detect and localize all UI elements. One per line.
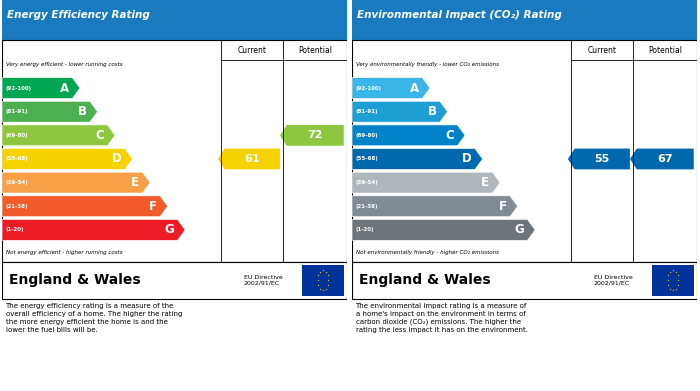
Polygon shape — [630, 149, 694, 169]
Text: A: A — [60, 82, 69, 95]
Text: The energy efficiency rating is a measure of the
overall efficiency of a home. T: The energy efficiency rating is a measur… — [6, 303, 182, 333]
Bar — [652, 265, 694, 296]
Polygon shape — [2, 78, 80, 99]
Polygon shape — [2, 219, 185, 240]
Text: Energy Efficiency Rating: Energy Efficiency Rating — [7, 10, 150, 20]
Polygon shape — [352, 149, 482, 169]
Polygon shape — [352, 125, 465, 146]
Text: (39-54): (39-54) — [356, 180, 378, 185]
Text: (55-68): (55-68) — [356, 156, 378, 161]
Text: England & Wales: England & Wales — [359, 273, 491, 287]
Text: (92-100): (92-100) — [356, 86, 382, 91]
Polygon shape — [2, 101, 97, 122]
Polygon shape — [2, 196, 167, 217]
Text: F: F — [498, 200, 507, 213]
Polygon shape — [568, 149, 630, 169]
Text: (81-91): (81-91) — [6, 109, 28, 114]
Text: E: E — [481, 176, 489, 189]
Polygon shape — [352, 196, 517, 217]
Polygon shape — [2, 125, 115, 146]
Text: Very environmentally friendly - lower CO₂ emissions: Very environmentally friendly - lower CO… — [356, 62, 498, 67]
Text: D: D — [462, 152, 471, 165]
Text: Very energy efficient - lower running costs: Very energy efficient - lower running co… — [6, 62, 122, 67]
Bar — [2, 0, 347, 40]
Text: Current: Current — [588, 46, 617, 55]
Text: Potential: Potential — [298, 46, 332, 55]
Text: D: D — [112, 152, 121, 165]
Text: A: A — [410, 82, 419, 95]
Text: (21-38): (21-38) — [6, 204, 28, 209]
Text: 72: 72 — [307, 130, 323, 140]
Text: (69-80): (69-80) — [356, 133, 378, 138]
Bar — [352, 0, 697, 40]
Text: E: E — [131, 176, 139, 189]
Polygon shape — [352, 219, 535, 240]
Bar — [2, 40, 347, 262]
Text: (92-100): (92-100) — [6, 86, 32, 91]
Text: F: F — [148, 200, 157, 213]
Text: EU Directive
2002/91/EC: EU Directive 2002/91/EC — [594, 275, 632, 286]
Bar — [302, 265, 344, 296]
Text: (1-20): (1-20) — [6, 228, 24, 232]
Text: The environmental impact rating is a measure of
a home's impact on the environme: The environmental impact rating is a mea… — [356, 303, 528, 334]
Text: (39-54): (39-54) — [6, 180, 28, 185]
Text: B: B — [78, 105, 86, 118]
Text: 61: 61 — [244, 154, 260, 164]
Polygon shape — [2, 149, 132, 169]
Text: (1-20): (1-20) — [356, 228, 374, 232]
Text: G: G — [514, 223, 524, 237]
Polygon shape — [218, 149, 280, 169]
Text: 55: 55 — [595, 154, 610, 164]
Text: Current: Current — [238, 46, 267, 55]
Text: EU Directive
2002/91/EC: EU Directive 2002/91/EC — [244, 275, 282, 286]
Text: 67: 67 — [657, 154, 673, 164]
Text: (55-68): (55-68) — [6, 156, 28, 161]
Text: B: B — [428, 105, 436, 118]
Text: (21-38): (21-38) — [356, 204, 378, 209]
Bar — [2, 262, 347, 299]
Text: Not environmentally friendly - higher CO₂ emissions: Not environmentally friendly - higher CO… — [356, 250, 498, 255]
Polygon shape — [2, 172, 150, 193]
Text: (69-80): (69-80) — [6, 133, 28, 138]
Polygon shape — [280, 125, 344, 146]
Text: England & Wales: England & Wales — [9, 273, 141, 287]
Polygon shape — [352, 172, 500, 193]
Text: Environmental Impact (CO₂) Rating: Environmental Impact (CO₂) Rating — [357, 10, 562, 20]
Bar — [352, 262, 697, 299]
Text: (81-91): (81-91) — [356, 109, 378, 114]
Text: Not energy efficient - higher running costs: Not energy efficient - higher running co… — [6, 250, 122, 255]
Polygon shape — [352, 101, 447, 122]
Text: C: C — [445, 129, 454, 142]
Polygon shape — [352, 78, 430, 99]
Bar — [352, 40, 697, 262]
Text: G: G — [164, 223, 174, 237]
Text: Potential: Potential — [648, 46, 682, 55]
Text: C: C — [95, 129, 104, 142]
